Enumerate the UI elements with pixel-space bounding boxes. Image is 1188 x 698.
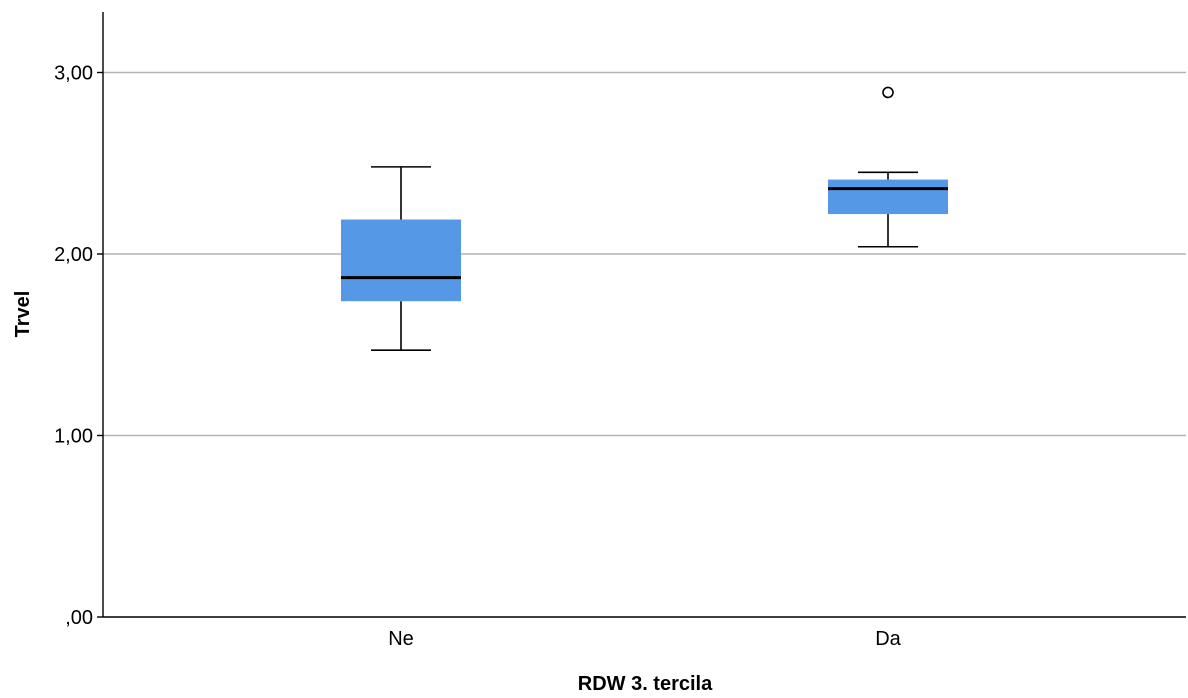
y-tick-labels: ,00 1,00 2,00 3,00: [54, 63, 103, 629]
box-da: [828, 86, 948, 248]
y-tick-label: 1,00: [54, 426, 93, 448]
y-axis-title: Trvel: [12, 291, 34, 338]
box-ne: [341, 166, 461, 351]
x-tick-label: Ne: [388, 628, 414, 650]
y-tick-label: 2,00: [54, 244, 93, 266]
y-tick-label: 3,00: [54, 63, 93, 85]
y-tick-label: ,00: [65, 607, 93, 629]
x-axis-title: RDW 3. tercila: [578, 673, 713, 695]
axes: [102, 12, 1186, 618]
iqr-box: [341, 219, 461, 302]
gridlines: [103, 71, 1186, 437]
outlier-point: [882, 86, 894, 99]
iqr-box: [828, 179, 948, 215]
x-tick-labels: Ne Da: [388, 628, 901, 650]
boxes: [341, 86, 948, 351]
x-tick-label: Da: [875, 628, 901, 650]
